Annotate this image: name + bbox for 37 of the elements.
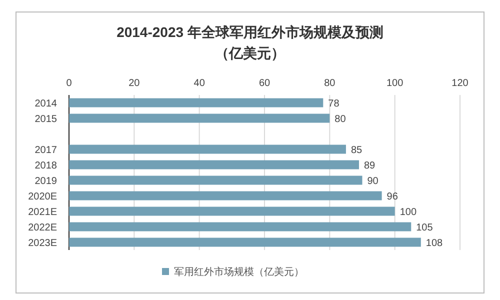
x-tick-label: 100 bbox=[386, 78, 404, 89]
x-tick-label: 120 bbox=[452, 78, 469, 89]
bar bbox=[69, 114, 330, 123]
chart-subtitle: （亿美元） bbox=[215, 45, 285, 61]
data-label: 80 bbox=[334, 114, 346, 125]
x-tick-label: 0 bbox=[66, 78, 72, 89]
y-tick-label: 2022E bbox=[28, 222, 58, 234]
data-label: 100 bbox=[400, 206, 417, 218]
data-label: 85 bbox=[350, 144, 363, 156]
data-label: 108 bbox=[426, 238, 444, 249]
bar bbox=[69, 238, 421, 247]
bar bbox=[69, 144, 346, 154]
y-tick-label: 2015 bbox=[34, 114, 58, 125]
x-tick-label: 80 bbox=[324, 78, 336, 89]
data-label: 96 bbox=[386, 191, 398, 202]
x-tick-label: 20 bbox=[128, 78, 140, 89]
y-tick-label: 2021E bbox=[28, 206, 58, 218]
bar bbox=[69, 176, 362, 185]
bar bbox=[69, 98, 324, 108]
data-label: 90 bbox=[367, 176, 379, 187]
bar bbox=[69, 160, 359, 170]
y-tick-label: 2023E bbox=[28, 238, 58, 249]
y-tick-label: 2014 bbox=[34, 98, 58, 110]
data-label: 78 bbox=[328, 98, 340, 110]
chart-title: 2014-2023 年全球军用红外市场规模及预测 bbox=[116, 24, 384, 40]
bar bbox=[69, 206, 395, 216]
legend-label: 军用红外市场规模（亿美元） bbox=[174, 266, 304, 278]
data-label: 89 bbox=[364, 160, 376, 172]
x-tick-label: 40 bbox=[194, 78, 206, 89]
y-tick-label: 2020E bbox=[28, 191, 58, 202]
y-tick-label: 2018 bbox=[34, 160, 58, 172]
x-tick-label: 60 bbox=[258, 78, 270, 89]
y-tick-label: 2019 bbox=[34, 176, 58, 187]
y-tick-label: 2017 bbox=[34, 144, 58, 156]
data-label: 105 bbox=[416, 222, 434, 234]
bar bbox=[69, 222, 412, 232]
bar bbox=[69, 191, 382, 200]
